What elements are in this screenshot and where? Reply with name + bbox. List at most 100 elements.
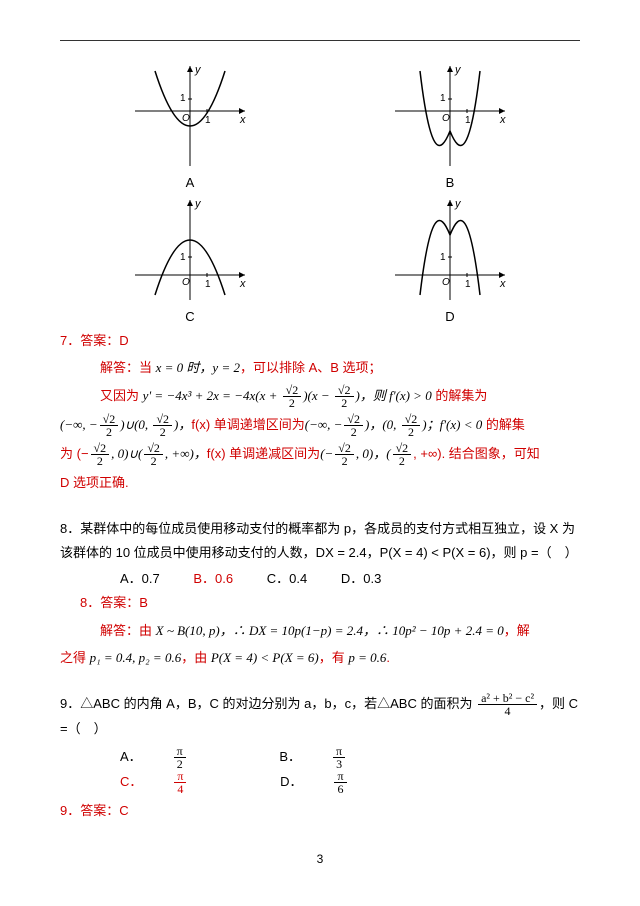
graph-D: x y O 1 1 D [390, 195, 510, 324]
svg-text:1: 1 [205, 279, 211, 290]
q7-sol4c: , +∞)， [165, 446, 207, 461]
q7-sol1-mid: x = 0 时，y = 2 [156, 360, 240, 375]
graph-A-svg: x y O 1 1 [130, 61, 250, 171]
q9-optC: C． π4 [120, 770, 246, 795]
frac-num: √2 [283, 384, 302, 397]
graph-B-svg: x y O 1 1 [390, 61, 510, 171]
svg-text:y: y [194, 64, 202, 76]
q8-optA: A．0.7 [120, 568, 160, 587]
q7-sol3f: )； [422, 417, 439, 432]
q7-sol4d: (− [320, 446, 333, 461]
frac-den: 2 [335, 397, 354, 409]
q7-sol1-post: ，可以排除 A、B 选项； [240, 360, 382, 375]
frac-den: 2 [335, 455, 354, 467]
graph-D-svg: x y O 1 1 [390, 195, 510, 305]
graph-A: x y O 1 1 A [130, 61, 250, 190]
svg-text:1: 1 [440, 252, 446, 263]
svg-text:y: y [454, 198, 462, 210]
frac-den: 2 [153, 426, 172, 438]
frac-den: 3 [333, 758, 345, 770]
frac-den: 2 [144, 455, 163, 467]
q9-frac-den: 4 [478, 705, 537, 717]
frac-den: 2 [402, 426, 421, 438]
graph-C: x y O 1 1 C [130, 195, 250, 324]
svg-text:O: O [442, 113, 450, 124]
frac-den: 2 [100, 426, 119, 438]
frac-den: 2 [344, 426, 363, 438]
q8-sol-2d: . [386, 650, 390, 665]
graph-row-2: x y O 1 1 C x y O 1 1 D [60, 195, 580, 324]
q8-sol-line2: 之得 p₁ = 0.4, p₂ = 0.6，由 P(X = 4) < P(X =… [60, 646, 580, 669]
q7-sol2-tail: 的解集为 [432, 388, 488, 403]
svg-text:y: y [454, 64, 462, 76]
q9-optB: B．π3 [279, 745, 405, 770]
frac-num: √2 [100, 413, 119, 426]
q9-optD-label: D． [280, 771, 302, 790]
q9-options: A．π2 B．π3 C．π4 D．π6 [60, 745, 580, 795]
frac-den: 4 [174, 783, 186, 795]
svg-text:1: 1 [180, 252, 186, 263]
q8-sol-2a: 之得 [60, 650, 90, 665]
q7-sol-line2: 又因为 y' = −4x³ + 2x = −4x(x + √22)(x − √2… [60, 384, 580, 409]
frac-num: π [174, 770, 186, 783]
svg-text:O: O [182, 277, 190, 288]
q8-sol-math3: P(X = 4) < P(X = 6) [211, 650, 319, 665]
svg-text:O: O [182, 113, 190, 124]
q7-sol2-pre: 又因为 [100, 388, 143, 403]
q7-sol3e: )，(0, [365, 417, 400, 432]
graph-row-1: x y O 1 1 A x y O 1 1 B [60, 61, 580, 190]
frac-den: 2 [91, 455, 110, 467]
q9-optC-label: C． [120, 771, 142, 790]
svg-text:y: y [194, 198, 202, 210]
frac-num: π [334, 770, 346, 783]
q8-sol-math4: p = 0.6 [348, 650, 386, 665]
q7-sol-line4: 为 (−√22, 0)∪(√22, +∞)，f(x) 单调递减区间为(−√22,… [60, 442, 580, 467]
svg-text:x: x [499, 114, 506, 126]
q8-optD: D．0.3 [341, 568, 381, 587]
frac-den: 2 [393, 455, 412, 467]
q7-sol4a: 为 (− [60, 446, 89, 461]
frac-num: √2 [344, 413, 363, 426]
q7-sol3-cond2: f'(x) < 0 [440, 417, 483, 432]
q8-sol-math2: p₁ = 0.4, p₂ = 0.6 [90, 650, 182, 665]
svg-text:x: x [499, 278, 506, 290]
frac-num: √2 [402, 413, 421, 426]
q7-sol2-mid: )(x − [303, 388, 333, 403]
q7-sol3d: (−∞, − [305, 417, 343, 432]
graph-C-label: C [185, 309, 194, 324]
q7-sol4b: , 0)∪( [111, 446, 142, 461]
graph-B: x y O 1 1 B [390, 61, 510, 190]
header-rule [60, 40, 580, 41]
q8-optC: C．0.4 [267, 568, 307, 587]
q9-answer: 9．答案：C [60, 799, 580, 822]
page-number: 3 [60, 852, 580, 866]
q7-sol3a: (−∞, − [60, 417, 98, 432]
frac-den: 6 [334, 783, 346, 795]
q7-sol4e: , 0)，( [356, 446, 391, 461]
q8-sol-2c: ，有 [319, 650, 349, 665]
frac-num: √2 [335, 384, 354, 397]
svg-text:1: 1 [440, 93, 446, 104]
q8-stem: 8．某群体中的每位成员使用移动支付的概率都为 p，各成员的支付方式相互独立，设 … [60, 517, 580, 564]
q7-sol3c: )， [174, 417, 191, 432]
q7-sol3b: )∪(0, [120, 417, 151, 432]
q8-sol-mid: ，解 [504, 623, 530, 638]
q7-sol4-red: f(x) 单调递减区间为 [207, 446, 320, 461]
q9-stem: 9．△ABC 的内角 A，B，C 的对边分别为 a，b，c，若△ABC 的面积为… [60, 692, 580, 740]
q8-sol-math1: X ~ B(10, p)，∴ DX = 10p(1−p) = 2.4，∴ 10p… [156, 623, 504, 638]
graph-A-label: A [186, 175, 195, 190]
svg-text:1: 1 [465, 115, 471, 126]
q7-answer: 7．答案：D [60, 329, 580, 352]
svg-text:1: 1 [180, 93, 186, 104]
svg-text:x: x [239, 114, 246, 126]
q7-sol-line3: (−∞, −√22)∪(0, √22)，f(x) 单调递增区间为(−∞, −√2… [60, 413, 580, 438]
graph-D-label: D [445, 309, 454, 324]
q8-answer: 8．答案：B [60, 591, 580, 614]
q9-optA: A．π2 [120, 745, 246, 770]
svg-text:1: 1 [465, 279, 471, 290]
frac-num: π [333, 745, 345, 758]
q8-sol-pre: 解答：由 [100, 623, 156, 638]
q7-sol2-end: )，则 [356, 388, 390, 403]
graph-B-label: B [446, 175, 455, 190]
q8-sol-line1: 解答：由 X ~ B(10, p)，∴ DX = 10p(1−p) = 2.4，… [60, 619, 580, 642]
